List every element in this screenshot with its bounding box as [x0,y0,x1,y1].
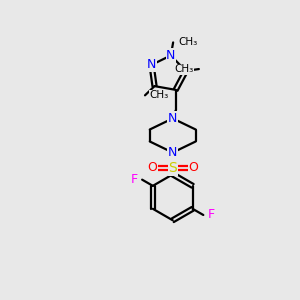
Text: F: F [208,208,215,221]
Text: O: O [188,161,198,174]
Text: O: O [147,161,157,174]
Text: CH₃: CH₃ [174,64,194,74]
Text: N: N [168,112,177,125]
Text: N: N [166,49,176,62]
Text: N: N [147,58,156,71]
Text: S: S [168,161,177,175]
Text: CH₃: CH₃ [149,90,169,100]
Text: CH₃: CH₃ [178,38,198,47]
Text: F: F [130,173,138,186]
Text: N: N [168,146,177,159]
